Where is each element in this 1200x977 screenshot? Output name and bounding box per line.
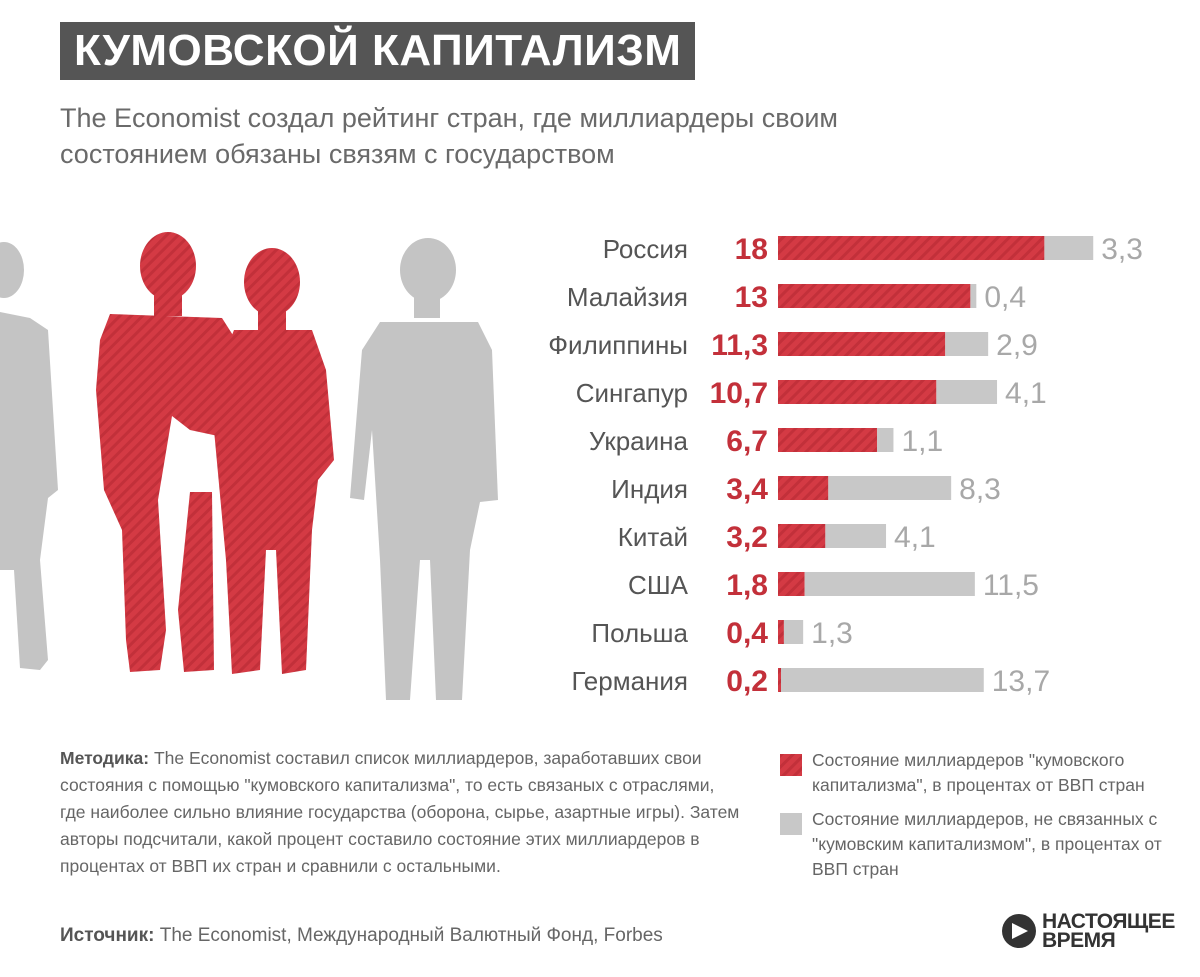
- subtitle: The Economist создал рейтинг стран, где …: [60, 103, 838, 169]
- source-note: Источник: The Economist, Международный В…: [60, 925, 663, 947]
- crony-value-label: 6,7: [726, 425, 768, 458]
- logo-line-2: ВРЕМЯ: [1042, 929, 1116, 952]
- other-bar: [828, 476, 952, 500]
- other-bar: [1044, 236, 1094, 260]
- other-bar: [877, 428, 894, 452]
- other-bar: [783, 620, 804, 644]
- other-bar: [825, 524, 887, 548]
- crony-value-label: 0,4: [726, 617, 768, 650]
- crony-bar: [778, 380, 937, 404]
- methodology-label: Методика:: [60, 748, 150, 768]
- page-title: КУМОВСКОЙ КАПИТАЛИЗМ: [74, 26, 682, 75]
- crony-value-label: 3,2: [726, 521, 768, 554]
- other-value-label: 4,1: [1005, 377, 1047, 410]
- other-bar: [804, 572, 975, 596]
- crony-bar: [778, 572, 805, 596]
- crony-value-label: 11,3: [711, 329, 768, 362]
- legend-swatch-gray: [780, 813, 802, 835]
- methodology-note: Методика: The Economist составил список …: [60, 745, 740, 880]
- other-bar: [781, 668, 984, 692]
- other-value-label: 1,3: [811, 617, 853, 650]
- crony-value-label: 0,2: [726, 665, 768, 698]
- legend-text-crony: Состояние миллиардеров "кумовского капит…: [812, 750, 1145, 795]
- other-bar: [945, 332, 989, 356]
- crony-bar: [778, 620, 784, 644]
- logo: НАСТОЯЩЕЕ ВРЕМЯ: [1000, 908, 1175, 956]
- other-value-label: 1,1: [901, 425, 943, 458]
- country-label: Китай: [618, 522, 688, 552]
- logo-text: НАСТОЯЩЕЕ ВРЕМЯ: [1042, 910, 1175, 952]
- other-value-label: 11,5: [983, 569, 1039, 602]
- crony-value-label: 1,8: [726, 569, 768, 602]
- title-box: КУМОВСКОЙ КАПИТАЛИЗМ: [60, 22, 696, 80]
- other-bar: [970, 284, 977, 308]
- country-label: Польша: [591, 618, 688, 648]
- crony-bar: [778, 428, 878, 452]
- crony-bar: [778, 668, 781, 692]
- red-man-left-icon: [96, 232, 236, 672]
- crony-bar: [778, 476, 829, 500]
- crony-bar: [778, 524, 826, 548]
- legend-text-other: Состояние миллиардеров, не связанных с "…: [812, 809, 1162, 879]
- crony-value-label: 18: [735, 233, 768, 266]
- crony-value-label: 13: [735, 281, 768, 314]
- country-label: Россия: [603, 234, 688, 264]
- country-label: Сингапур: [576, 378, 688, 408]
- crony-value-label: 10,7: [710, 377, 768, 410]
- crony-value-label: 3,4: [726, 473, 768, 506]
- country-label: Украина: [589, 426, 689, 456]
- country-label: США: [628, 570, 689, 600]
- other-value-label: 13,7: [992, 665, 1050, 698]
- businessmen-illustration: [0, 232, 498, 700]
- logo-line-1: НАСТОЯЩЕЕ: [1042, 910, 1175, 933]
- other-value-label: 2,9: [996, 329, 1038, 362]
- country-label: Филиппины: [548, 330, 688, 360]
- gray-man-left-icon: [0, 242, 58, 670]
- red-man-right-icon: [194, 248, 334, 674]
- country-label: Малайзия: [567, 282, 688, 312]
- methodology-text: The Economist составил список миллиардер…: [60, 748, 740, 876]
- crony-bar: [778, 236, 1045, 260]
- legend-swatch-red: [780, 754, 802, 776]
- other-value-label: 8,3: [959, 473, 1001, 506]
- gray-man-right-icon: [350, 238, 498, 700]
- crony-bar: [778, 284, 971, 308]
- country-label: Индия: [611, 474, 688, 504]
- other-value-label: 4,1: [894, 521, 936, 554]
- country-label: Германия: [571, 666, 688, 696]
- other-bar: [936, 380, 998, 404]
- legend-item-crony: Состояние миллиардеров "кумовского капит…: [780, 748, 1160, 808]
- source-text: The Economist, Международный Валютный Фо…: [159, 925, 663, 946]
- logo-icon: [1002, 914, 1036, 948]
- source-label: Источник:: [60, 925, 155, 946]
- crony-bar: [778, 332, 946, 356]
- other-value-label: 0,4: [984, 281, 1026, 314]
- legend-item-other: Состояние миллиардеров, не связанных с "…: [780, 807, 1162, 887]
- other-value-label: 3,3: [1101, 233, 1143, 266]
